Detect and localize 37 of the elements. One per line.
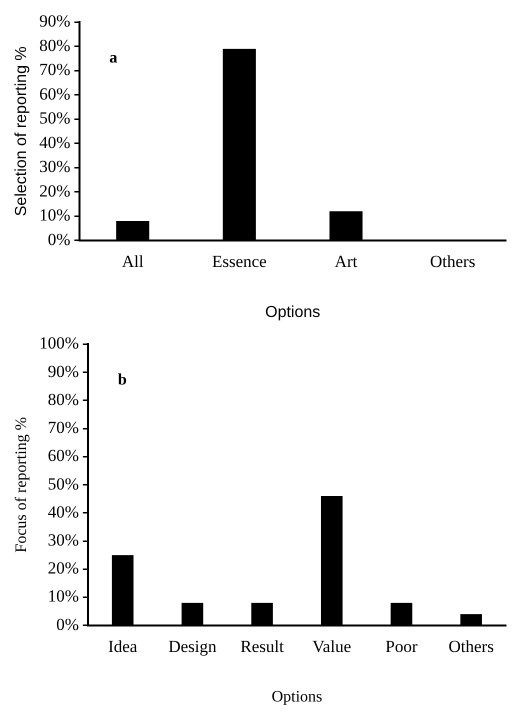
y-tick-label: 20% — [39, 181, 70, 200]
x-tick-label: All — [122, 252, 144, 272]
annotation: b — [118, 371, 127, 388]
x-tick-label: Art — [334, 252, 358, 272]
y-tick-label: 60% — [39, 84, 70, 104]
y-tick-label: 0% — [48, 230, 70, 249]
x-tick-label: Idea — [108, 637, 138, 656]
x-tick-label: Others — [448, 637, 494, 656]
x-tick-label: Essence — [212, 252, 267, 272]
y-axis-title: Focus of reporting % — [12, 417, 30, 553]
y-tick-label: 90% — [48, 362, 79, 381]
y-tick-label: 40% — [48, 502, 79, 522]
y-tick-label: 30% — [48, 530, 79, 550]
y-tick-label: 0% — [56, 614, 79, 634]
y-tick-label: 80% — [39, 36, 70, 55]
y-tick-label: 90% — [39, 12, 70, 31]
y-tick-label: 70% — [48, 418, 79, 438]
x-tick-label: Result — [240, 637, 284, 656]
y-tick-label: 40% — [39, 132, 70, 152]
x-tick-label: Others — [430, 252, 476, 272]
x-axis-title: Options — [265, 304, 320, 321]
y-tick-label: 60% — [48, 446, 79, 466]
x-tick-label: Design — [168, 637, 217, 656]
y-tick-label: 100% — [39, 334, 79, 353]
y-tick-label: 10% — [48, 586, 79, 606]
y-tick-label: 30% — [39, 157, 70, 176]
y-tick-label: 50% — [39, 108, 70, 128]
y-tick-label: 70% — [39, 60, 70, 80]
y-axis-title: Selection of reporting % — [13, 46, 30, 216]
x-tick-label: Value — [312, 637, 352, 656]
y-tick-label: 20% — [48, 558, 79, 578]
x-axis-title: Options — [272, 688, 322, 706]
y-tick-label: 50% — [48, 474, 79, 494]
annotation: a — [109, 49, 118, 66]
y-tick-label: 10% — [39, 206, 70, 225]
y-tick-label: 80% — [48, 390, 79, 409]
x-tick-label: Poor — [385, 637, 418, 656]
